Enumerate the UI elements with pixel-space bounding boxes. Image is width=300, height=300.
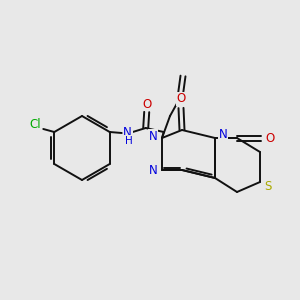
Text: N: N bbox=[123, 125, 132, 139]
Text: N: N bbox=[219, 128, 227, 142]
Text: H: H bbox=[125, 136, 133, 146]
Text: S: S bbox=[264, 179, 272, 193]
Text: O: O bbox=[266, 131, 274, 145]
Text: N: N bbox=[148, 164, 158, 176]
Text: O: O bbox=[142, 98, 151, 110]
Text: Cl: Cl bbox=[29, 118, 41, 130]
Text: O: O bbox=[176, 92, 186, 106]
Text: N: N bbox=[148, 130, 158, 142]
